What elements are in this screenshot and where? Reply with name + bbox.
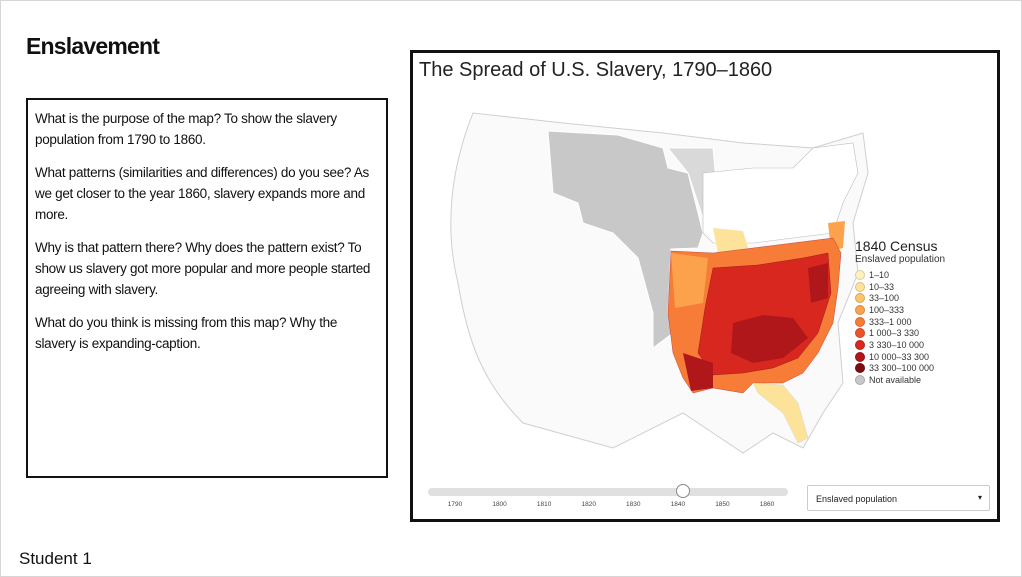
region xyxy=(808,263,828,303)
legend-item: 333–1 000 xyxy=(855,316,945,328)
legend-swatch xyxy=(855,269,865,280)
legend-item: 33–100 xyxy=(855,292,945,304)
legend-item: Not available xyxy=(855,374,945,386)
region xyxy=(731,315,808,363)
paragraph: What do you think is missing from this m… xyxy=(35,315,338,351)
timeline-slider[interactable] xyxy=(428,488,788,496)
timeline-tick: 1810 xyxy=(536,501,552,508)
legend-label: 33–100 xyxy=(869,293,900,304)
timeline-tick: 1790 xyxy=(447,501,463,508)
footer: Student 1 xyxy=(19,549,92,568)
map xyxy=(450,112,869,454)
legend-swatch xyxy=(855,339,865,350)
timeline-ticks: 1790 1800 1810 1820 1830 1840 1850 1860 xyxy=(428,501,788,511)
legend: 1840 Census Enslaved population 1–10 10–3… xyxy=(855,238,945,386)
legend-swatch xyxy=(855,363,865,374)
legend-label: 33 300–100 000 xyxy=(869,363,935,374)
paragraph: Why is that pattern there? Why does the … xyxy=(35,240,371,297)
legend-swatch xyxy=(855,328,865,339)
timeline-tick: 1830 xyxy=(626,501,641,508)
variable-dropdown[interactable]: Enslaved population ▾ xyxy=(807,485,990,511)
legend-swatch xyxy=(855,351,865,362)
legend-label: 10–33 xyxy=(869,281,895,292)
legend-item: 10 000–33 300 xyxy=(855,351,945,363)
legend-title: 1840 Census xyxy=(855,238,938,254)
legend-swatch xyxy=(855,316,865,327)
dropdown-caret: ▾ xyxy=(977,493,982,502)
timeline-tick: 1820 xyxy=(581,501,596,508)
timeline-tick: 1850 xyxy=(715,501,730,508)
legend-label: Not available xyxy=(869,375,922,386)
timeline-tick: 1840 xyxy=(670,501,686,508)
paragraph: What patterns (similarities and differen… xyxy=(35,165,369,222)
legend-label: 333–1 000 xyxy=(869,316,912,327)
legend-label: 1–10 xyxy=(869,269,890,280)
timeline-tick: 1800 xyxy=(492,501,507,508)
legend-label: 1 000–3 330 xyxy=(869,328,920,339)
legend-item: 100–333 xyxy=(855,304,945,316)
legend-swatch xyxy=(855,375,865,386)
slide-title: Enslavement xyxy=(26,33,160,59)
timeline-tick: 1860 xyxy=(759,501,775,508)
legend-swatch xyxy=(855,293,865,304)
legend-swatch xyxy=(855,281,865,292)
region xyxy=(683,353,713,391)
legend-label: 3 330–10 000 xyxy=(869,339,925,350)
region xyxy=(671,253,708,308)
map-title: The Spread of U.S. Slavery, 1790–1860 xyxy=(419,59,773,81)
region xyxy=(713,228,748,253)
legend-item: 10–33 xyxy=(855,281,945,293)
legend-label: 10 000–33 300 xyxy=(869,351,930,362)
map-frame: The Spread of U.S. Slavery, 1790–1860 18… xyxy=(410,50,1000,522)
region xyxy=(752,382,809,444)
legend-item: 3 330–10 000 xyxy=(855,339,945,351)
legend-item: 1 000–3 330 xyxy=(855,327,945,339)
legend-items: 1–10 10–33 33–100 100–333 333–1 000 1 000–3 3… xyxy=(855,269,945,386)
legend-item: 1–10 xyxy=(855,269,945,281)
legend-item: 33 300–100 000 xyxy=(855,363,945,375)
free-states xyxy=(702,142,859,244)
legend-subtitle: Enslaved population xyxy=(855,254,946,265)
legend-label: 100–333 xyxy=(869,304,905,315)
dropdown-label: Enslaved population xyxy=(816,494,898,504)
legend-swatch xyxy=(855,304,865,315)
slider-handle[interactable] xyxy=(676,484,690,498)
text-box: What is the purpose of the map? To show … xyxy=(26,98,388,478)
paragraph: What is the purpose of the map? To show … xyxy=(35,111,337,147)
